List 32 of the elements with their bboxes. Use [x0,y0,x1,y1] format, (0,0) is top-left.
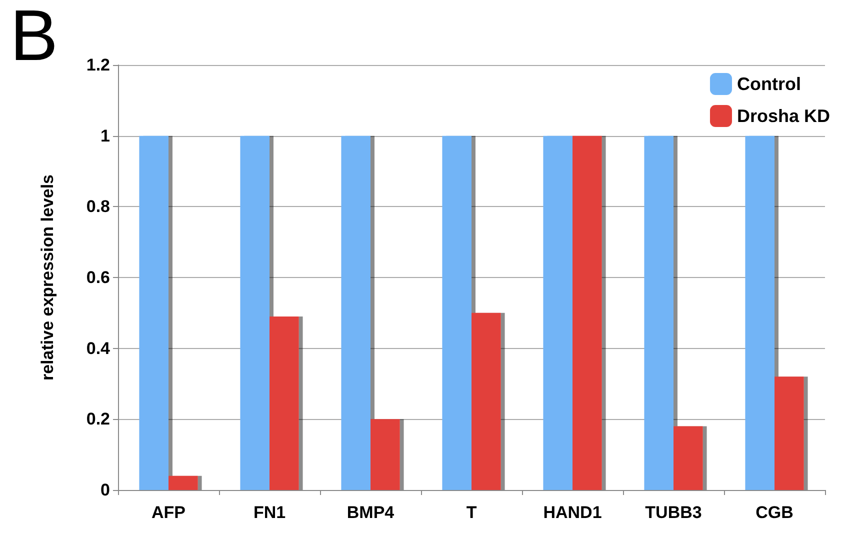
bar [774,376,804,490]
x-tick-label: HAND1 [543,503,602,522]
y-tick-label: 0.6 [86,268,110,287]
x-tick-label: TUBB3 [645,503,702,522]
legend-label: Control [736,74,801,94]
bar [644,136,674,490]
bar [543,136,572,490]
bar [240,136,270,490]
bar [139,136,168,490]
bar [745,136,774,490]
bar [674,426,703,490]
y-axis-title: relative expression levels [38,174,57,381]
bar [270,316,299,490]
y-tick-label: 1.2 [86,56,110,74]
y-tick-label: 0.8 [86,197,110,216]
bar [442,136,472,490]
x-tick-label: FN1 [253,503,286,522]
bar [168,476,198,490]
x-tick-label: BMP4 [346,503,395,522]
y-tick-label: 1 [100,126,110,146]
legend-label: Drosha KD [736,106,830,126]
bar [341,136,370,490]
x-tick-label: CGB [756,503,794,522]
bar [572,136,602,490]
y-tick-label: 0.2 [86,410,110,429]
x-tick-label: AFP [152,503,186,522]
bar [472,312,501,490]
x-tick-label: T [466,503,478,522]
bar [370,419,400,490]
text: B [10,0,58,76]
y-tick-label: 0.4 [86,338,111,358]
y-tick-label: 0 [100,480,110,500]
